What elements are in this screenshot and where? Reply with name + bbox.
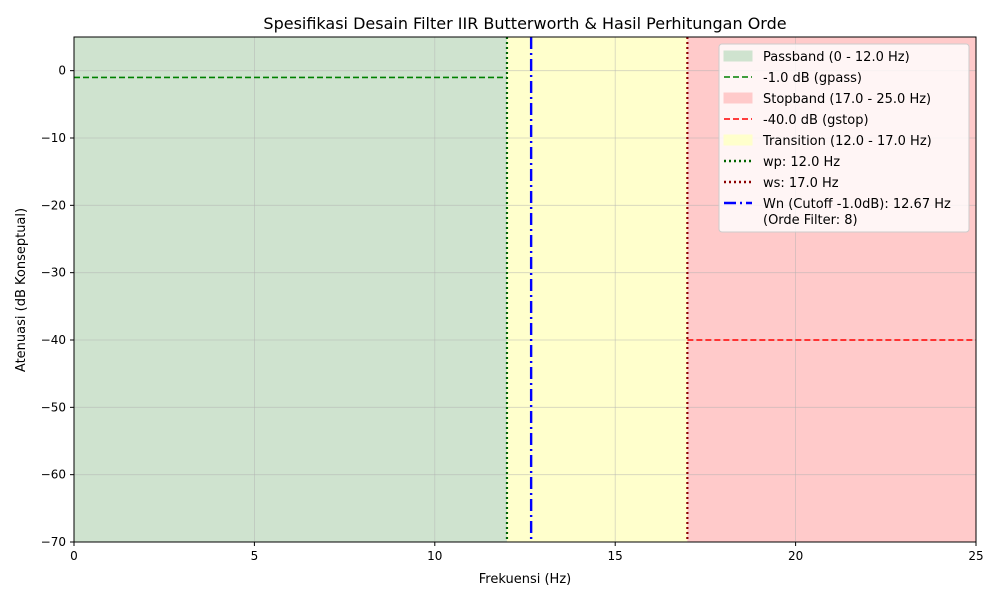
band [74,37,507,542]
x-tick-label: 0 [70,549,78,563]
x-axis-label: Frekuensi (Hz) [479,572,571,587]
legend-label: (Orde Filter: 8) [763,213,858,228]
legend-swatch [723,134,753,146]
legend-swatch [723,50,753,62]
legend-label: -1.0 dB (gpass) [763,71,862,86]
legend-label: Passband (0 - 12.0 Hz) [763,50,910,65]
y-tick-label: −20 [41,198,66,212]
y-tick-label: −30 [41,266,66,280]
legend-box [718,43,970,233]
x-tick-label: 25 [968,549,983,563]
legend-label: ws: 17.0 Hz [763,176,839,191]
y-axis-label: Atenuasi (dB Konseptual) [14,208,29,372]
legend-label: Transition (12.0 - 17.0 Hz) [762,134,932,149]
x-tick-label: 10 [427,549,442,563]
y-tick-label: 0 [58,64,66,78]
y-tick-label: −60 [41,468,66,482]
axes-frame [73,36,977,543]
legend-label: wp: 12.0 Hz [763,155,840,170]
y-tick-label: −40 [41,333,66,347]
x-tick-label: 20 [788,549,803,563]
legend-label: -40.0 dB (gstop) [763,113,869,128]
legend-label: Wn (Cutoff -1.0dB): 12.67 Hz [763,197,951,212]
legend: Passband (0 - 12.0 Hz) -1.0 dB (gpass) Sto… [718,43,970,233]
y-tick-label: −50 [41,400,66,414]
legend-label: Stopband (17.0 - 25.0 Hz) [763,92,931,107]
chart-title: Spesifikasi Desain Filter IIR Butterwort… [263,14,786,33]
band [506,37,688,542]
x-tick-label: 15 [608,549,623,563]
y-tick-label: −70 [41,535,66,549]
x-tick-label: 5 [251,549,259,563]
legend-swatch [723,92,753,104]
y-tick-label: −10 [41,131,66,145]
